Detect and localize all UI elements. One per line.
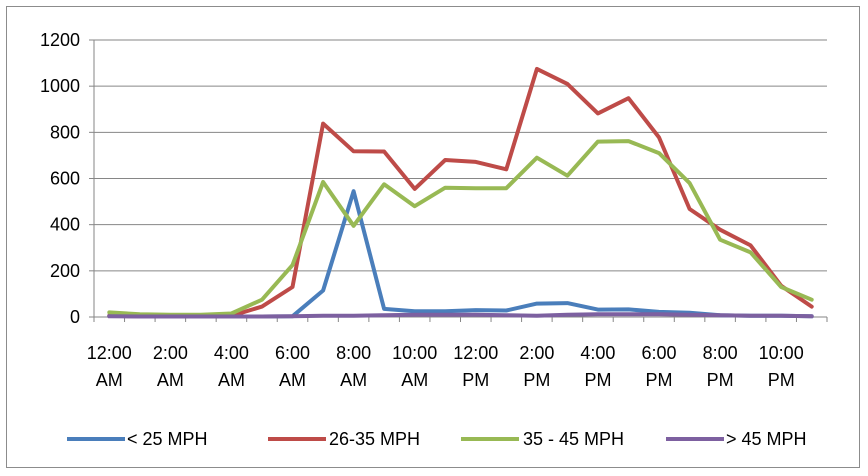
- x-tick-label-time: 12:00: [453, 343, 498, 363]
- x-tick-label-period: AM: [401, 370, 428, 390]
- y-tick-label: 0: [70, 307, 80, 327]
- x-tick-label-period: PM: [707, 370, 734, 390]
- x-tick-label: 10:00 PM: [759, 343, 804, 390]
- axes: [89, 39, 828, 322]
- series-line-2: [107, 139, 814, 317]
- x-tick-label-time: 8:00: [703, 343, 738, 363]
- x-tick-label-time: 6:00: [275, 343, 310, 363]
- series-line-1: [107, 66, 814, 319]
- legend-label: > 45 MPH: [726, 429, 807, 449]
- line-chart: 0 200 400 600 800 1000 1200 12:00 AM 2:00 AM 4:00 A…: [40, 30, 828, 449]
- x-tick-label-time: 4:00: [580, 343, 615, 363]
- x-tick-label-time: 2:00: [519, 343, 554, 363]
- x-tick-label-period: PM: [768, 370, 795, 390]
- x-tick-label-time: 6:00: [641, 343, 676, 363]
- x-tick-label: 6:00 AM: [275, 343, 310, 390]
- x-tick-label-period: AM: [157, 370, 184, 390]
- x-tick-label-period: AM: [340, 370, 367, 390]
- legend-label: < 25 MPH: [127, 429, 208, 449]
- x-tick-label: 2:00 AM: [153, 343, 188, 390]
- x-tick-label-period: PM: [523, 370, 550, 390]
- x-tick-label-period: AM: [218, 370, 245, 390]
- x-tick-label-period: PM: [646, 370, 673, 390]
- legend-label: 35 - 45 MPH: [523, 429, 624, 449]
- x-tick-label: 6:00 PM: [641, 343, 676, 390]
- x-tick-label: 4:00 AM: [214, 343, 249, 390]
- x-tick-label-time: 12:00: [87, 343, 132, 363]
- x-tick-label-time: 10:00: [759, 343, 804, 363]
- x-tick-label-time: 10:00: [392, 343, 437, 363]
- x-tick-label-period: AM: [96, 370, 123, 390]
- y-tick-label: 800: [50, 122, 80, 142]
- series-lines: [107, 66, 814, 319]
- y-tick-label: 200: [50, 261, 80, 281]
- y-tick-label: 400: [50, 215, 80, 235]
- legend-label: 26-35 MPH: [329, 429, 420, 449]
- chart-frame: 0 200 400 600 800 1000 1200 12:00 AM 2:00 AM 4:00 A…: [6, 6, 860, 468]
- x-tick-label-period: AM: [279, 370, 306, 390]
- x-tick-label: 12:00 PM: [453, 343, 498, 390]
- x-tick-label: 10:00 AM: [392, 343, 437, 390]
- x-tick-label-time: 8:00: [336, 343, 371, 363]
- x-tick-label: 8:00 PM: [703, 343, 738, 390]
- x-tick-label-time: 4:00: [214, 343, 249, 363]
- x-tick-label: 4:00 PM: [580, 343, 615, 390]
- x-tick-label: 2:00 PM: [519, 343, 554, 390]
- x-tick-label-period: PM: [462, 370, 489, 390]
- x-tick-label: 8:00 AM: [336, 343, 371, 390]
- legend: < 25 MPH 26-35 MPH 35 - 45 MPH > 45 MPH: [67, 429, 807, 449]
- x-tick-label-period: PM: [584, 370, 611, 390]
- y-tick-label: 600: [50, 169, 80, 189]
- y-tick-label: 1000: [40, 76, 80, 96]
- y-tick-label: 1200: [40, 30, 80, 50]
- x-tick-label-time: 2:00: [153, 343, 188, 363]
- y-tick-labels: 0 200 400 600 800 1000 1200: [40, 30, 80, 327]
- series-line-3: [107, 312, 814, 319]
- gridlines: [94, 39, 827, 272]
- x-tick-label: 12:00 AM: [87, 343, 132, 390]
